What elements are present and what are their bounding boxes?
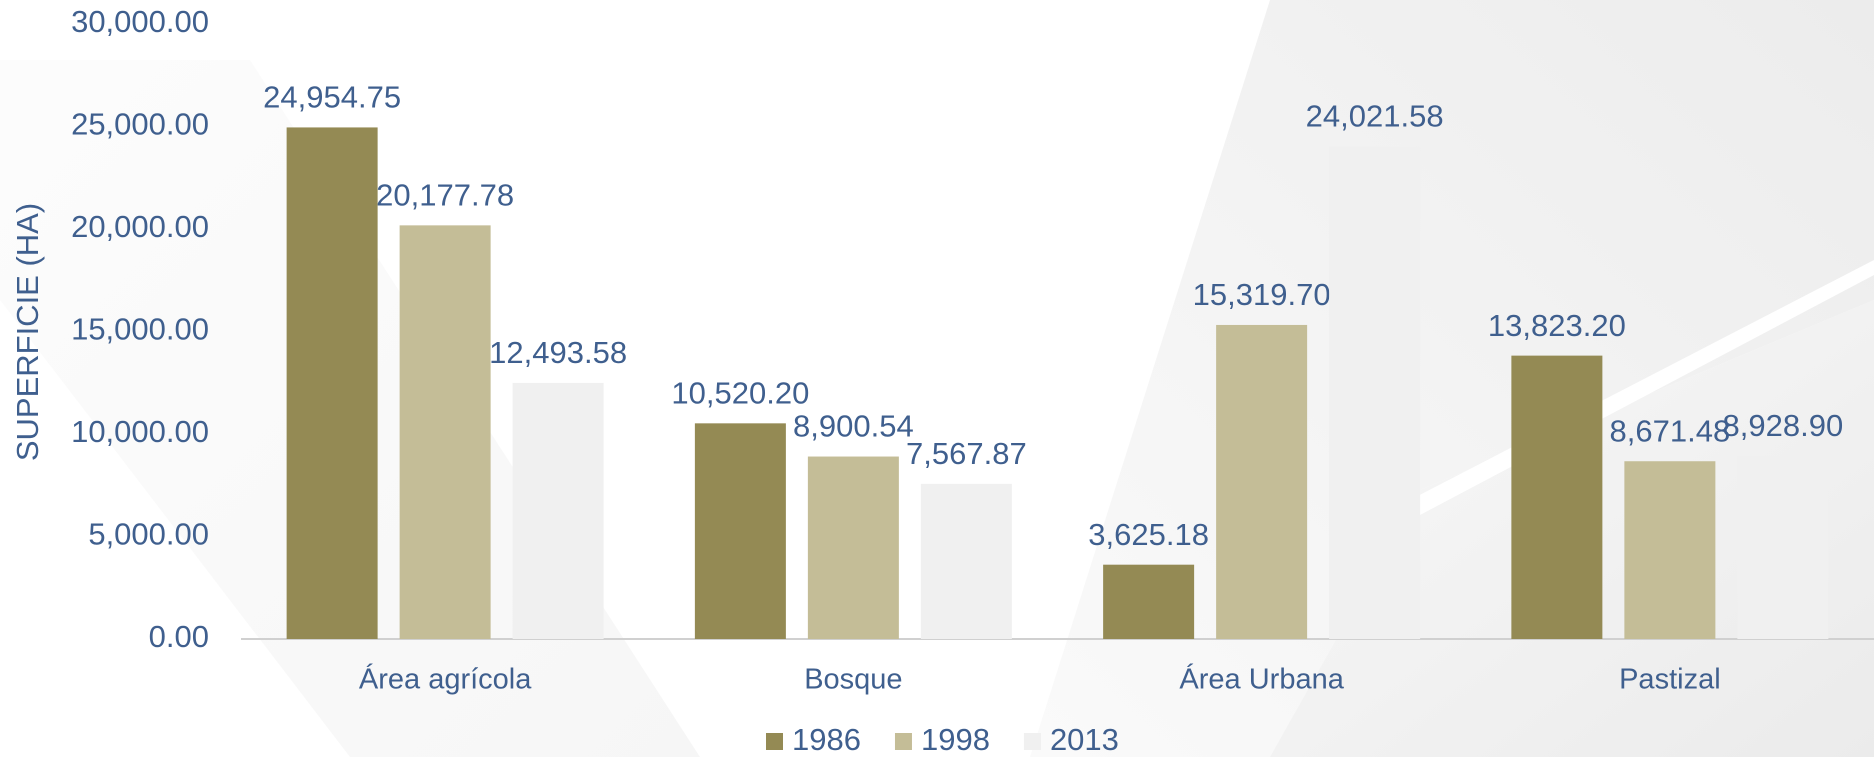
legend-label: 1998	[921, 722, 990, 757]
y-tick-label: 25,000.00	[71, 107, 209, 142]
x-tick-label: Área agrícola	[359, 663, 532, 696]
bar	[1216, 324, 1308, 639]
legend-label: 2013	[1050, 722, 1119, 757]
bar	[1511, 355, 1603, 639]
value-label: 8,900.54	[793, 409, 914, 444]
y-tick-label: 10,000.00	[71, 414, 209, 449]
value-label: 20,177.78	[376, 178, 514, 213]
bar	[807, 456, 899, 639]
bar	[1329, 146, 1421, 639]
y-tick-label: 0.00	[149, 619, 209, 654]
y-axis-label: SUPERFICIE (HA)	[10, 203, 45, 461]
value-label: 3,625.18	[1088, 517, 1209, 552]
bar	[694, 423, 786, 639]
bar	[399, 225, 491, 639]
bar	[920, 483, 1012, 639]
bar	[286, 127, 378, 640]
value-label: 7,567.87	[906, 436, 1027, 471]
legend-swatch	[766, 733, 783, 750]
y-tick-label: 5,000.00	[88, 517, 209, 552]
legend-swatch	[1023, 733, 1041, 750]
bar	[512, 382, 604, 639]
value-label: 8,671.48	[1610, 413, 1731, 448]
bar	[1103, 564, 1195, 639]
legend-swatch	[894, 733, 912, 750]
y-tick-label: 30,000.00	[71, 4, 209, 39]
value-label: 24,021.58	[1306, 99, 1444, 134]
value-label: 13,823.20	[1488, 308, 1626, 343]
value-label: 10,520.20	[671, 376, 809, 411]
value-label: 15,319.70	[1193, 277, 1331, 312]
legend-label: 1986	[792, 722, 861, 757]
value-label: 12,493.58	[489, 335, 627, 370]
y-tick-label: 20,000.00	[71, 209, 209, 244]
y-tick-label: 15,000.00	[71, 312, 209, 347]
x-tick-label: Bosque	[804, 664, 902, 696]
value-label: 24,954.75	[263, 80, 401, 115]
x-tick-label: Área Urbana	[1179, 663, 1344, 696]
x-tick-label: Pastizal	[1619, 664, 1721, 696]
value-label: 8,928.90	[1723, 408, 1844, 443]
bar	[1624, 461, 1716, 639]
bar	[1737, 455, 1829, 639]
